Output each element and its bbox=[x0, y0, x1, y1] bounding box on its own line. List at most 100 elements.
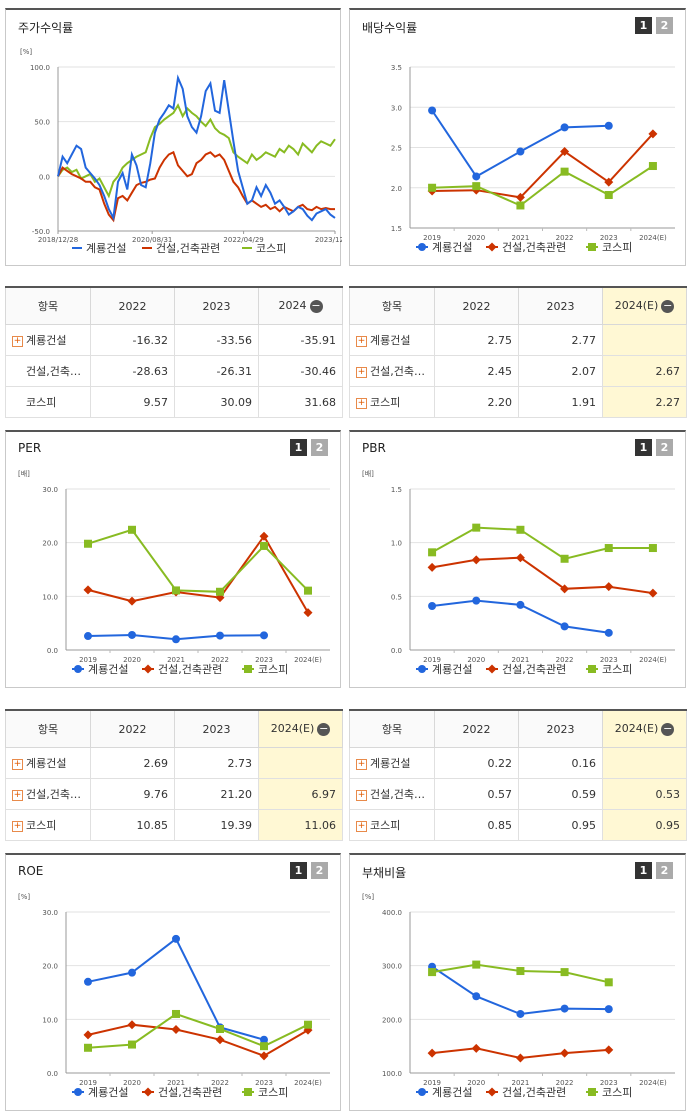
data-point bbox=[171, 1025, 181, 1035]
legend: 계룡건설 건설,건축관련 코스피 bbox=[416, 663, 632, 676]
row-label: + 건설,건축… bbox=[349, 778, 435, 810]
column-header-3: 2024(E) − bbox=[602, 709, 687, 748]
legend-label-1: 계룡건설 bbox=[432, 663, 472, 676]
data-point bbox=[604, 121, 613, 130]
data-point bbox=[648, 588, 658, 598]
data-point bbox=[515, 1053, 525, 1063]
y-tick-label: 300.0 bbox=[382, 963, 402, 971]
data-point bbox=[427, 1048, 437, 1058]
legend-marker-2 bbox=[143, 664, 153, 674]
data-point bbox=[472, 596, 481, 605]
legend-marker-1 bbox=[418, 665, 426, 673]
table-cell: 2.45 bbox=[434, 355, 519, 387]
series-line-3 bbox=[431, 526, 653, 560]
tab-2-button[interactable]: 2 bbox=[656, 439, 673, 456]
legend-marker-2 bbox=[487, 664, 497, 674]
data-point bbox=[560, 1048, 570, 1058]
debt-ratio-chart: [%] 400.0 300.0 200.0 100.0 2019 2020 2021 2022 2… bbox=[362, 893, 675, 1099]
tab-2-button[interactable]: 2 bbox=[656, 862, 673, 879]
legend-marker-2 bbox=[487, 242, 497, 252]
expand-row-button[interactable]: + bbox=[356, 397, 367, 409]
row-label: + 건설,건축… bbox=[5, 778, 91, 810]
data-point bbox=[471, 555, 481, 565]
data-point bbox=[84, 539, 92, 548]
x-tick-label: 2022 bbox=[556, 234, 574, 242]
expand-row-button[interactable]: + bbox=[356, 820, 367, 832]
y-tick-label: 0.0 bbox=[39, 173, 50, 181]
x-tick-label: 2022 bbox=[556, 1079, 574, 1087]
data-point bbox=[516, 201, 525, 210]
collapse-column-button[interactable]: − bbox=[661, 298, 675, 313]
tab-1-button[interactable]: 1 bbox=[290, 862, 307, 879]
legend-label-1: 계룡건설 bbox=[432, 1086, 472, 1099]
tab-2-button[interactable]: 2 bbox=[656, 17, 673, 34]
legend-label-1: 계룡건설 bbox=[432, 241, 472, 254]
data-point bbox=[604, 978, 613, 987]
tab-1-button[interactable]: 1 bbox=[635, 862, 652, 879]
expand-row-button[interactable]: + bbox=[12, 820, 23, 832]
x-tick-label: 2024(E) bbox=[294, 1079, 322, 1087]
table-cell: 2.73 bbox=[174, 747, 259, 779]
table-cell bbox=[602, 324, 687, 356]
tab-1-button[interactable]: 1 bbox=[635, 17, 652, 34]
tab-2-button[interactable]: 2 bbox=[311, 862, 328, 879]
data-point bbox=[427, 562, 437, 572]
tab-2-button[interactable]: 2 bbox=[311, 439, 328, 456]
collapse-column-button[interactable]: − bbox=[317, 721, 331, 736]
table-cell: -33.56 bbox=[174, 324, 259, 356]
table-cell: -28.63 bbox=[90, 355, 175, 387]
y-unit-label: [배] bbox=[362, 469, 374, 478]
data-point bbox=[303, 608, 313, 618]
data-point bbox=[127, 1020, 137, 1030]
y-tick-label: 0.5 bbox=[391, 593, 402, 601]
data-point bbox=[128, 968, 136, 977]
legend-label-1: 계룡건설 bbox=[88, 663, 128, 676]
legend-marker-3 bbox=[588, 1088, 596, 1096]
data-point bbox=[428, 548, 437, 557]
expand-row-button[interactable]: + bbox=[12, 758, 23, 770]
x-tick-label: 2018/12/28 bbox=[38, 236, 78, 244]
row-label: 건설,건축… bbox=[5, 355, 91, 387]
column-header-2: 2023 bbox=[174, 709, 259, 748]
expand-row-button[interactable]: + bbox=[12, 789, 23, 801]
expand-row-button[interactable]: + bbox=[356, 366, 367, 378]
column-header-3: 2024− bbox=[258, 286, 343, 325]
data-point bbox=[172, 934, 180, 943]
data-point bbox=[303, 1025, 313, 1035]
data-point bbox=[428, 183, 437, 192]
expand-row-button[interactable]: + bbox=[356, 789, 367, 801]
expand-row-button[interactable]: + bbox=[356, 335, 367, 347]
data-point bbox=[604, 544, 613, 553]
roe-chart: [%] 30.0 20.0 10.0 0.0 2019 2020 2021 2022 2023 20… bbox=[18, 893, 330, 1099]
legend-label-2: 건설,건축관련 bbox=[156, 242, 220, 255]
series-line-3 bbox=[432, 165, 654, 207]
table-row: + 계룡건설 0.22 0.16 bbox=[349, 747, 687, 779]
series-line-1 bbox=[87, 937, 265, 1041]
expand-row-button[interactable]: + bbox=[12, 335, 23, 347]
y-tick-label: 20.0 bbox=[42, 540, 58, 548]
table-cell: -35.91 bbox=[258, 324, 343, 356]
table-row: + 계룡건설 -16.32 -33.56 -35.91 bbox=[5, 324, 343, 356]
column-header-1: 2022 bbox=[90, 709, 175, 748]
stock-return-table: 항목 2022 2023 2024− + 계룡건설 -16.32 -33.56 -35.91 건설… bbox=[5, 286, 343, 418]
column-header-3: 2024(E) − bbox=[602, 286, 687, 325]
table-cell: 0.85 bbox=[434, 809, 519, 841]
table-row: 코스피 9.57 30.09 31.68 bbox=[5, 386, 343, 418]
data-point bbox=[472, 992, 481, 1001]
expand-row-button[interactable]: + bbox=[356, 758, 367, 770]
x-tick-label: 2019 bbox=[79, 1079, 97, 1087]
tab-1-button[interactable]: 1 bbox=[290, 439, 307, 456]
collapse-column-button[interactable]: − bbox=[661, 721, 675, 736]
x-tick-label: 2021 bbox=[512, 656, 530, 664]
collapse-column-button[interactable]: − bbox=[309, 298, 323, 313]
column-header-item: 항목 bbox=[349, 286, 435, 325]
panel-title: ROE bbox=[18, 864, 44, 878]
data-point bbox=[127, 596, 137, 606]
pbr-chart: [배] 1.5 1.0 0.5 0.0 2019 2020 2021 2022 2023 2024(… bbox=[362, 469, 675, 676]
y-tick-label: 20.0 bbox=[42, 963, 58, 971]
tab-1-button[interactable]: 1 bbox=[635, 439, 652, 456]
row-label: + 계룡건설 bbox=[349, 747, 435, 779]
table-cell: 11.06 bbox=[258, 809, 343, 841]
legend-label-3: 코스피 bbox=[602, 663, 632, 676]
